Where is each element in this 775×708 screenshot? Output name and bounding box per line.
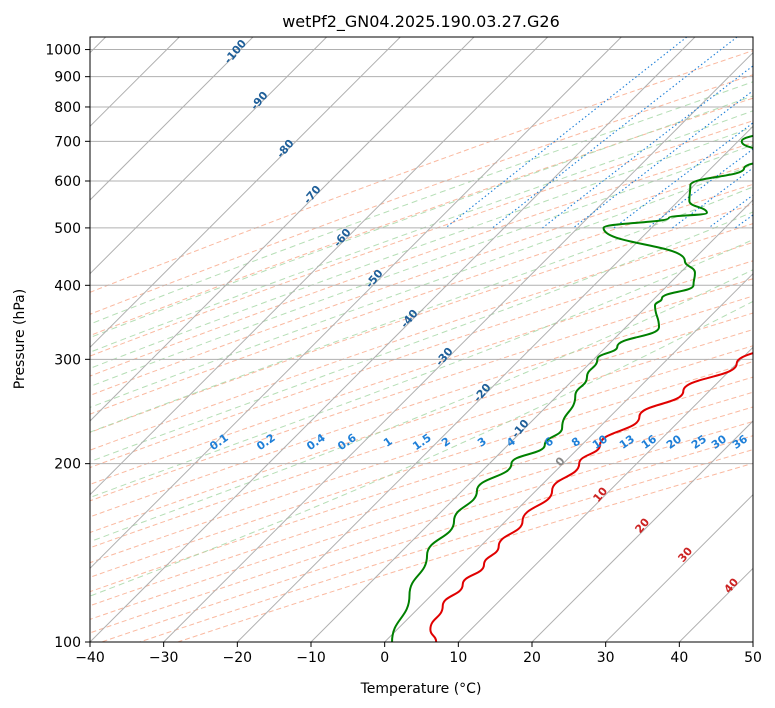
dry-adiabat-line (90, 329, 753, 549)
y-tick-label: 500 (54, 221, 81, 237)
x-tick-label: 50 (744, 650, 762, 666)
isotherm-line (90, 37, 696, 642)
mixing-ratio-line (542, 65, 753, 229)
isotherm-line (163, 51, 753, 642)
moist-adiabat-line (90, 211, 753, 463)
y-tick-label: 100 (54, 635, 81, 651)
y-axis-label: Pressure (hPa) (12, 289, 28, 389)
moist-adiabat-line (90, 144, 753, 388)
chart-title: wetPf2_GN04.2025.190.03.27.G26 (282, 12, 560, 32)
mixing-ratio-line (572, 90, 753, 229)
isotherm-line (90, 37, 622, 570)
dewpoint-profile-line (391, 134, 753, 642)
dry-adiabat-line (90, 361, 753, 578)
isotherm-line (90, 37, 549, 496)
isotherm-line (90, 37, 254, 201)
x-axis-ticks: −40 −30 −20 −10 0 10 20 30 40 50 (75, 642, 762, 666)
x-tick-label: 20 (523, 650, 541, 666)
dry-adiabat-line (90, 142, 753, 377)
y-tick-label: 200 (54, 457, 81, 473)
isotherm-line (310, 199, 753, 642)
y-tick-label: 900 (54, 70, 81, 86)
dry-adiabat-line (90, 241, 753, 469)
dry-adiabat-line (90, 163, 753, 396)
plot-area (90, 37, 753, 642)
moist-adiabat-line (90, 126, 753, 369)
isotherm-line (531, 420, 753, 642)
series-layer (391, 134, 753, 642)
isotherm-line (605, 493, 753, 642)
dry-adiabat-line (90, 50, 753, 293)
mixing-ratio-line (492, 37, 738, 229)
x-tick-label: 10 (449, 650, 467, 666)
isotherm-line (90, 37, 328, 275)
y-tick-label: 700 (54, 134, 81, 150)
x-tick-label: −40 (75, 650, 105, 666)
y-axis-ticks: 100 200 300 400 500 600 700 800 900 1000 (45, 43, 90, 651)
y-tick-label: 400 (54, 278, 81, 294)
dry-adiabat-line (90, 345, 753, 564)
dry-adiabat-line (90, 295, 753, 518)
dry-adiabat-line (90, 376, 753, 593)
mixing-ratio-line (672, 167, 753, 229)
y-tick-label: 1000 (45, 43, 81, 59)
x-tick-label: −20 (223, 650, 253, 666)
moist-adiabat-line (90, 95, 753, 339)
x-tick-label: −10 (296, 650, 326, 666)
dry-adiabat-line (90, 391, 753, 607)
y-tick-label: 300 (54, 352, 81, 368)
moist-adiabat-line (90, 110, 753, 353)
x-tick-label: −30 (149, 650, 179, 666)
dry-adiabat-line (90, 223, 753, 451)
isotherm-line (457, 346, 753, 642)
dry-adiabat-line (90, 97, 753, 337)
isotherm-line (90, 37, 401, 349)
temperature-profile-line (429, 352, 753, 642)
y-tick-label: 800 (54, 100, 81, 116)
y-tick-label: 600 (54, 174, 81, 190)
moist-adiabat-line (90, 186, 753, 433)
x-axis-label: Temperature (°C) (360, 681, 482, 697)
moist-adiabat-line (90, 81, 753, 325)
x-tick-label: 40 (670, 650, 688, 666)
isotherm-line (90, 37, 475, 422)
dry-adiabat-line (90, 278, 753, 502)
plot-frame (89, 36, 754, 643)
x-tick-label: 30 (597, 650, 615, 666)
isotherm-line (236, 125, 753, 642)
x-tick-label: 0 (380, 650, 389, 666)
dry-adiabat-line (90, 312, 753, 534)
background-lines (90, 37, 753, 642)
isotherm-line (384, 272, 753, 642)
moist-adiabat-line (90, 164, 753, 408)
